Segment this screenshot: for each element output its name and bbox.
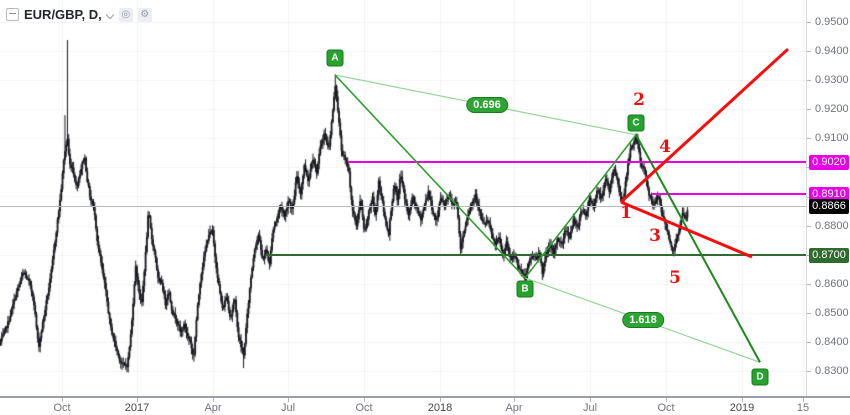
price-tick-mark — [807, 342, 811, 343]
time-tick-mark — [803, 398, 804, 402]
time-tick-label: 15 — [796, 402, 810, 414]
time-tick-mark — [62, 398, 63, 402]
price-tick-mark — [807, 138, 811, 139]
price-tick-label: 0.9200 — [815, 103, 849, 115]
price-tick-mark — [807, 226, 811, 227]
price-tick-mark — [807, 109, 811, 110]
wave-label-3[interactable]: 3 — [649, 226, 661, 247]
time-tick-label: 2018 — [427, 402, 453, 414]
price-badge-0.9020: 0.9020 — [809, 155, 849, 170]
pattern-point-label-C[interactable]: C — [627, 114, 645, 132]
price-tick-label: 0.8300 — [815, 365, 849, 377]
time-tick-label: Apr — [204, 402, 222, 414]
price-tick-label: 0.8400 — [815, 336, 849, 348]
time-tick-mark — [666, 398, 667, 402]
fib-ratio-badge-1.618[interactable]: 1.618 — [622, 312, 664, 329]
last-price-line — [0, 205, 806, 207]
settings-gear-icon[interactable]: ⚙ — [137, 7, 152, 22]
price-badge-0.8700: 0.8700 — [809, 248, 849, 263]
price-tick-label: 0.9400 — [815, 45, 849, 57]
candlestick-series[interactable] — [0, 0, 806, 396]
time-tick-label: 2019 — [729, 402, 755, 414]
hide-series-icon[interactable]: ◎ — [118, 7, 133, 22]
price-tick-mark — [807, 371, 811, 372]
price-tick-mark — [807, 80, 811, 81]
price-tick-mark — [807, 284, 811, 285]
price-badge-0.8866: 0.8866 — [809, 199, 849, 214]
fib-ratio-badge-0.696[interactable]: 0.696 — [466, 97, 508, 114]
time-tick-mark — [590, 398, 591, 402]
price-badge-0.8910: 0.8910 — [809, 187, 849, 202]
time-tick-label: 2017 — [124, 402, 150, 414]
time-tick-mark — [288, 398, 289, 402]
time-tick-mark — [514, 398, 515, 402]
price-axis[interactable]: 0.9020 0.8910 0.8700 0.8866 0.9500 0.9400 0.93… — [806, 0, 850, 396]
price-tick-label: 0.8800 — [815, 220, 849, 232]
price-tick-mark — [807, 51, 811, 52]
chart-pane[interactable]: A B C D 0.696 1.618 1 2 3 4 5 — [0, 0, 806, 396]
symbol-header: EUR/GBP, D, ◎ ⚙ — [6, 7, 152, 22]
wave-label-4[interactable]: 4 — [659, 137, 671, 158]
time-tick-label: Oct — [355, 402, 373, 414]
price-tick-label: 0.9500 — [815, 16, 849, 28]
wave-label-5[interactable]: 5 — [669, 267, 681, 288]
time-tick-label: Oct — [53, 402, 71, 414]
time-tick-label: Oct — [657, 402, 675, 414]
time-tick-mark — [364, 398, 365, 402]
time-axis[interactable]: Oct 2017 Apr Jul Oct 2018 Apr Jul Oct 2019 15 — [0, 396, 850, 415]
pattern-point-label-B[interactable]: B — [516, 280, 534, 298]
time-tick-mark — [440, 398, 441, 402]
wave-label-2[interactable]: 2 — [633, 89, 645, 110]
symbol-title[interactable]: EUR/GBP, D, — [24, 7, 102, 22]
price-tick-label: 0.8500 — [815, 307, 849, 319]
price-tick-mark — [807, 22, 811, 23]
price-tick-label: 0.9100 — [815, 132, 849, 144]
collapse-icon[interactable] — [6, 8, 19, 21]
price-level-line-0.8700[interactable] — [266, 254, 806, 256]
time-tick-label: Jul — [280, 402, 296, 414]
pattern-point-label-A[interactable]: A — [326, 49, 344, 67]
price-tick-label: 0.8600 — [815, 278, 849, 290]
price-level-line-0.8910[interactable] — [652, 193, 806, 195]
price-tick-mark — [807, 313, 811, 314]
time-tick-label: Apr — [505, 402, 523, 414]
price-level-line-0.9020[interactable] — [348, 161, 806, 163]
chevron-down-icon[interactable] — [107, 10, 114, 17]
pattern-point-label-D[interactable]: D — [751, 368, 769, 386]
time-tick-mark — [742, 398, 743, 402]
price-tick-label: 0.9300 — [815, 74, 849, 86]
time-tick-mark — [137, 398, 138, 402]
time-tick-mark — [213, 398, 214, 402]
time-tick-label: Jul — [582, 402, 598, 414]
wave-label-1[interactable]: 1 — [620, 203, 632, 224]
